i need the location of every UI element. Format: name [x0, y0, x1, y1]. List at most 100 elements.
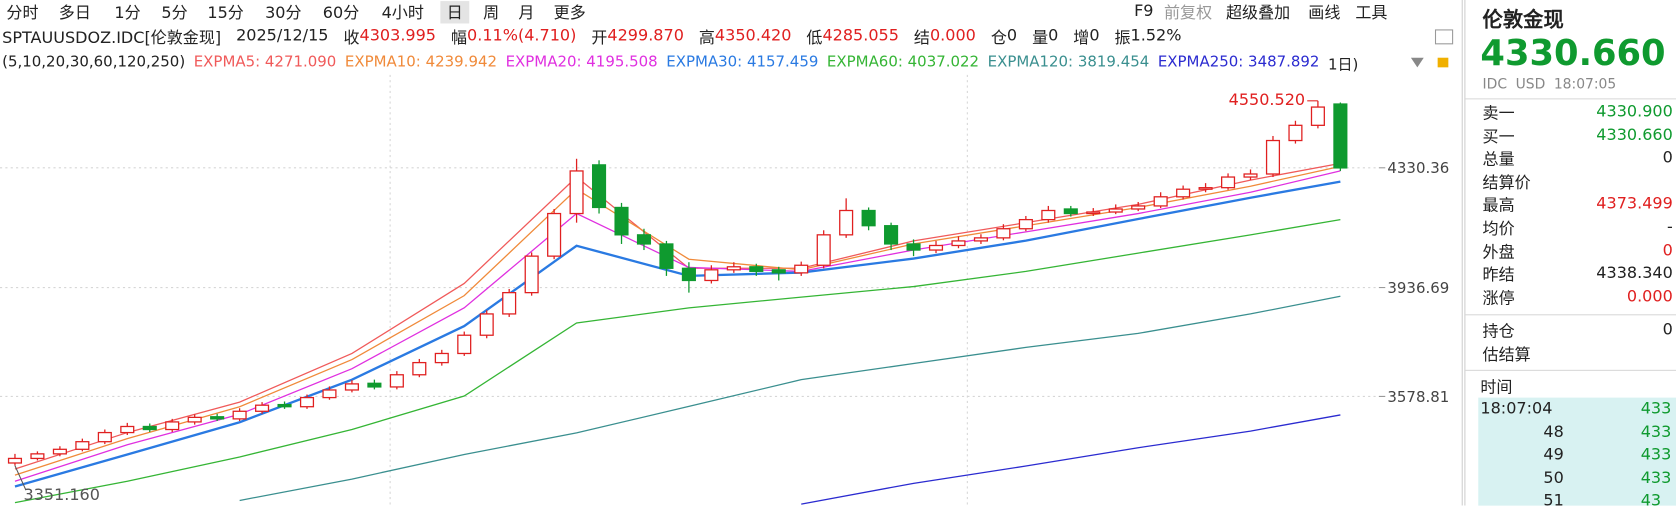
tool-button[interactable]: F9 — [1134, 1, 1154, 21]
candle-body — [1063, 208, 1078, 215]
field-label: 均价 — [1482, 219, 1515, 239]
period-tab[interactable]: 月 — [518, 3, 535, 23]
icon[interactable] — [1434, 29, 1454, 45]
period-tab[interactable]: 分时 — [6, 3, 39, 23]
field-label: 外盘 — [1482, 242, 1515, 262]
max-label: 4550.520 — [1229, 90, 1305, 109]
tool-button[interactable]: 超级叠加 — [1226, 3, 1291, 23]
candle-body — [591, 164, 607, 209]
field-value: 4285.055 — [822, 25, 899, 45]
candle-body — [299, 396, 315, 408]
min-label: 3351.160 — [24, 485, 100, 504]
field-label: 涨停 — [1482, 288, 1515, 308]
period-label: 1日) — [1328, 56, 1359, 74]
candle-body — [681, 267, 696, 282]
period-tab[interactable]: 多日 — [58, 3, 91, 23]
candle-body — [1310, 106, 1325, 126]
field-value: 4330.660 — [1596, 124, 1673, 144]
tool-button[interactable]: 前复权 — [1164, 3, 1213, 23]
candle-body — [951, 240, 966, 247]
period-tab[interactable]: 1分 — [114, 3, 141, 23]
min-pointer — [14, 465, 27, 490]
candle-body — [1131, 205, 1146, 210]
quote-field: 开 4299.870 — [591, 26, 684, 48]
y-tick-label: 4330.36 — [1387, 159, 1449, 177]
quote-field: 低 4285.055 — [806, 26, 899, 48]
ema-line — [14, 180, 1341, 488]
legend-entry: EXPMA20: 4195.508 — [505, 53, 658, 71]
candle-body — [412, 361, 427, 376]
candle-body — [1333, 103, 1348, 169]
candle-body — [1041, 209, 1056, 221]
indicator-bar: (5,10,20,30,60,120,250) EXPMA5: 4271.090… — [2, 53, 1358, 74]
field-value: 0 — [1048, 25, 1059, 45]
candle-body — [1288, 124, 1303, 142]
field-label: 估结算 — [1482, 344, 1531, 365]
field-label: 低 — [806, 27, 823, 48]
candle-body — [187, 416, 202, 423]
candle-body — [906, 243, 921, 251]
period-tab[interactable]: 15分 — [207, 3, 244, 23]
last-price: 4330.660 — [1480, 32, 1666, 74]
candle-body — [52, 448, 67, 455]
field-value: 0 — [1089, 25, 1100, 45]
candle-body — [839, 209, 854, 236]
lock-icon[interactable] — [1437, 57, 1449, 68]
ema-line — [239, 295, 1341, 502]
field-value: 4299.870 — [607, 25, 684, 45]
tool-button[interactable]: 工具 — [1355, 3, 1388, 23]
candle-body — [277, 403, 292, 408]
candle-body — [1176, 188, 1191, 198]
tool-button[interactable]: 画线 — [1308, 3, 1341, 23]
field-label: 昨结 — [1482, 265, 1515, 285]
source: IDC — [1482, 76, 1508, 93]
field-value: 4330.900 — [1596, 101, 1673, 121]
field-label: 开 — [591, 27, 608, 48]
period-tab[interactable]: 日 — [440, 1, 470, 24]
candle-body — [30, 453, 45, 460]
candle-body — [142, 425, 157, 431]
field-label: 结 — [913, 27, 930, 48]
candle-body — [614, 206, 629, 236]
period-tab[interactable]: 60分 — [322, 3, 360, 23]
candle-body — [255, 404, 270, 412]
period-tab[interactable]: 4小时 — [381, 3, 424, 23]
field-value: 1.52% — [1130, 25, 1182, 45]
tick-price: 433 — [1640, 421, 1672, 442]
candle-body — [569, 170, 584, 215]
field-value: 4373.499 — [1596, 193, 1673, 214]
field-label: 高 — [698, 27, 715, 48]
period-tab[interactable]: 周 — [483, 3, 500, 23]
period-tab[interactable]: 30分 — [265, 3, 302, 23]
candle-body — [861, 209, 876, 227]
candle-body — [547, 212, 562, 257]
field-label: 增 — [1073, 27, 1090, 48]
legend-entry: EXPMA120: 3819.454 — [987, 53, 1150, 71]
separator — [1465, 314, 1676, 316]
quote-field: 高 4350.420 — [699, 26, 792, 48]
candle-body — [457, 334, 472, 355]
dropdown-icon[interactable] — [1410, 57, 1424, 68]
candle-body — [1086, 211, 1101, 215]
candle-body — [120, 425, 135, 434]
candle-body — [816, 234, 831, 266]
legend-entry: EXPMA10: 4239.942 — [344, 53, 498, 71]
candle-body — [434, 352, 449, 364]
candle-body — [210, 416, 225, 420]
period-tab[interactable]: 5分 — [161, 3, 188, 23]
candle-body — [794, 264, 809, 274]
legend-entry: EXPMA5: 4271.090 — [193, 53, 337, 71]
quote-field: 幅 0.11%(4.710) — [451, 26, 576, 48]
field-value: 0 — [1662, 240, 1673, 260]
tick-price: 43 — [1640, 491, 1662, 506]
field-value: 4350.420 — [714, 25, 792, 45]
field-value: 0.000 — [1626, 286, 1673, 306]
field-label: 幅 — [450, 27, 468, 48]
candle-body — [479, 313, 494, 336]
candle-body — [1198, 187, 1213, 190]
period-tab[interactable]: 更多 — [553, 3, 586, 23]
